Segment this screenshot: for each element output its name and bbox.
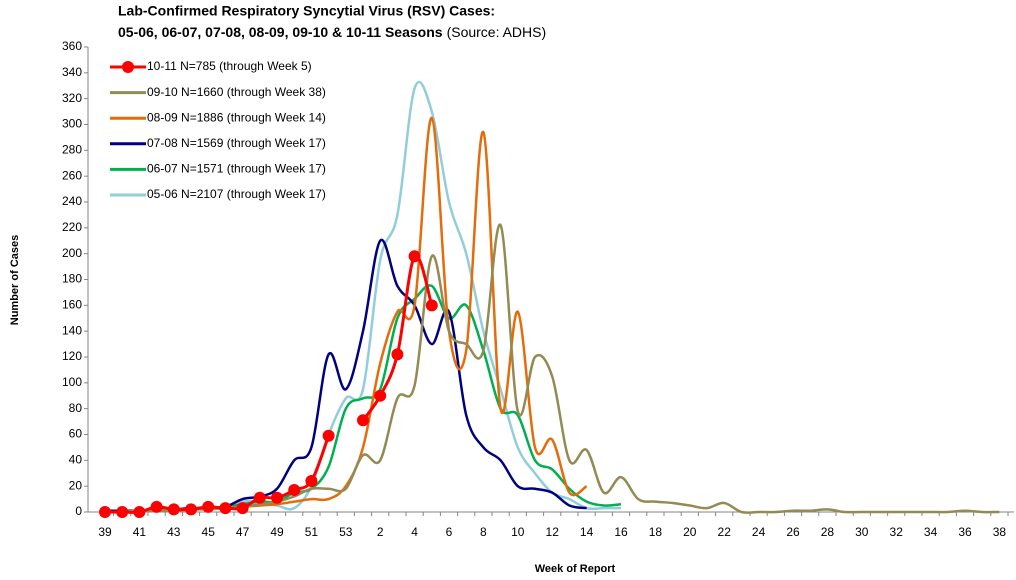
chart-subtitle: (Source: ADHS) — [447, 24, 547, 40]
data-point — [357, 414, 369, 427]
y-tick-label: 260 — [62, 168, 82, 182]
y-tick-label: 240 — [62, 194, 82, 208]
y-tick-label: 60 — [69, 427, 83, 441]
data-point — [219, 502, 232, 515]
data-point — [374, 389, 387, 402]
series-line — [104, 284, 622, 514]
x-tick-label: 36 — [958, 525, 972, 539]
legend-marker — [122, 61, 134, 73]
x-tick-label: 24 — [752, 525, 766, 539]
x-tick-label: 4 — [411, 525, 418, 539]
y-tick-label: 200 — [62, 246, 82, 260]
legend-label: 06-07 N=1571 (through Week 17) — [147, 162, 326, 176]
x-tick-label: 32 — [890, 525, 904, 539]
x-tick-label: 30 — [855, 525, 869, 539]
series-line — [104, 116, 588, 514]
x-tick-label: 45 — [202, 525, 216, 539]
y-tick-label: 100 — [62, 375, 82, 389]
data-point — [167, 503, 180, 516]
x-tick-label: 51 — [305, 525, 319, 539]
y-tick-label: 160 — [62, 298, 82, 312]
y-tick-label: 180 — [62, 272, 82, 286]
data-point — [236, 502, 249, 515]
data-point — [116, 506, 129, 518]
x-tick-label: 47 — [236, 525, 250, 539]
x-tick-label: 53 — [339, 525, 353, 539]
data-point — [425, 299, 438, 312]
data-point — [271, 491, 283, 504]
x-axis-title: Week of Report — [535, 563, 616, 575]
data-point — [185, 503, 197, 516]
x-tick-label: 49 — [270, 525, 284, 539]
x-tick-label: 39 — [98, 525, 112, 539]
data-point — [150, 500, 163, 513]
y-tick-label: 360 — [62, 39, 82, 53]
x-tick-label: 18 — [649, 525, 663, 539]
x-tick-label: 16 — [614, 525, 628, 539]
chart-title-line: 05-06, 06-07, 07-08, 08-09, 09-10 & 10-1… — [118, 24, 546, 40]
x-tick-label: 6 — [446, 525, 453, 539]
y-tick-label: 320 — [62, 91, 82, 105]
x-tick-label: 10 — [511, 525, 525, 539]
y-tick-label: 20 — [69, 478, 83, 492]
data-point — [288, 484, 301, 497]
chart-title: Lab-Confirmed Respiratory Syncytial Viru… — [118, 3, 495, 19]
x-tick-label: 20 — [683, 525, 697, 539]
data-point — [99, 506, 111, 518]
series-line — [104, 223, 1000, 514]
data-point — [322, 429, 335, 442]
x-tick-label: 28 — [821, 525, 835, 539]
x-tick-label: 43 — [167, 525, 181, 539]
y-tick-label: 120 — [62, 349, 82, 363]
data-point — [408, 250, 421, 263]
x-tick-label: 14 — [580, 525, 594, 539]
data-point — [133, 506, 146, 518]
x-tick-label: 12 — [546, 525, 560, 539]
legend-label: 05-06 N=2107 (through Week 17) — [147, 187, 326, 201]
y-tick-label: 140 — [62, 323, 82, 337]
x-tick-label: 26 — [786, 525, 800, 539]
y-tick-label: 300 — [62, 117, 82, 131]
chart-title: 05-06, 06-07, 07-08, 08-09, 09-10 & 10-1… — [118, 24, 443, 40]
y-tick-label: 220 — [62, 220, 82, 234]
y-tick-label: 40 — [69, 453, 83, 467]
x-tick-label: 34 — [924, 525, 938, 539]
legend-label: 09-10 N=1660 (through Week 38) — [147, 85, 326, 99]
y-tick-label: 0 — [75, 504, 82, 518]
legend-label: 07-08 N=1569 (through Week 17) — [147, 136, 326, 150]
x-tick-label: 22 — [718, 525, 732, 539]
legend-label: 10-11 N=785 (through Week 5) — [147, 59, 312, 73]
x-tick-label: 41 — [133, 525, 147, 539]
data-point — [253, 491, 266, 504]
y-axis-title: Number of Cases — [9, 235, 21, 325]
x-tick-label: 38 — [993, 525, 1007, 539]
data-point — [305, 475, 318, 487]
legend-label: 08-09 N=1886 (through Week 14) — [147, 110, 326, 124]
x-tick-label: 2 — [377, 525, 384, 539]
data-point — [391, 348, 404, 361]
y-tick-label: 340 — [62, 65, 82, 79]
y-tick-label: 280 — [62, 143, 82, 157]
x-tick-label: 8 — [480, 525, 487, 539]
data-point — [202, 500, 215, 513]
y-tick-label: 80 — [69, 401, 83, 415]
